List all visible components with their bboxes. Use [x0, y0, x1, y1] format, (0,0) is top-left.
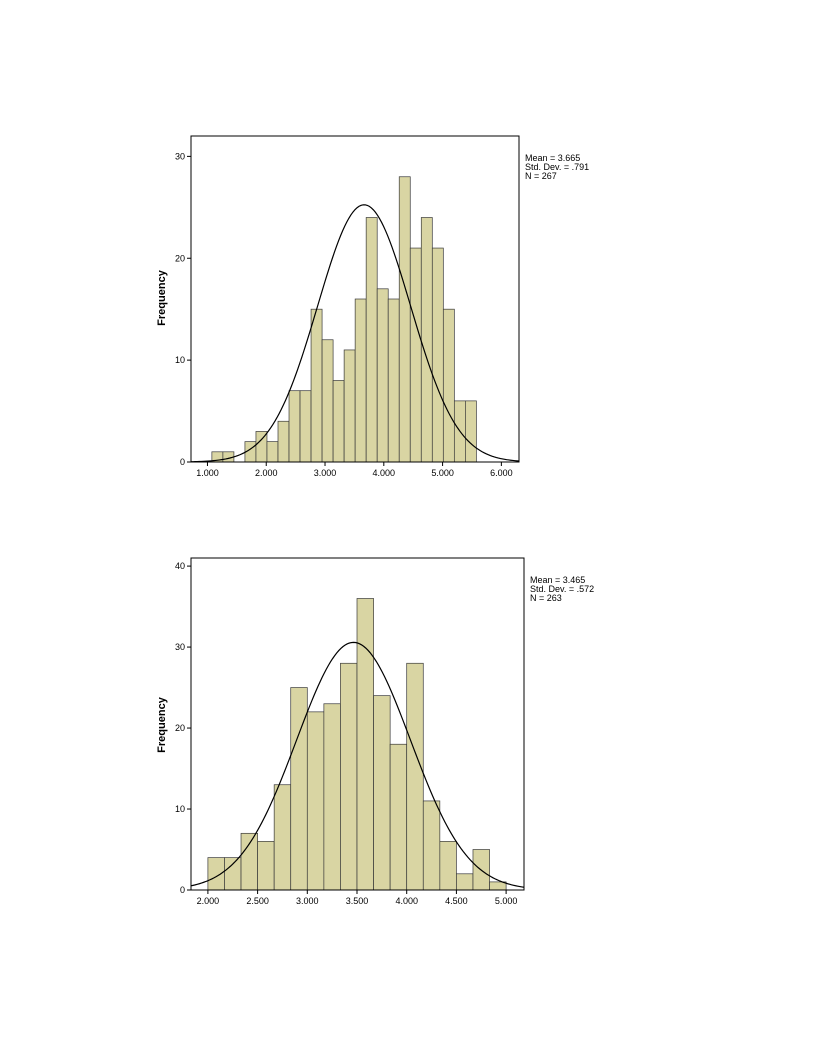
histogram-2-bar-14: [422, 800, 441, 891]
histogram-2-x-tick-label-3: 3.000: [296, 896, 319, 906]
histogram-2-y-tick-label-1: 0: [180, 885, 185, 895]
histogram-1-plot-frame: [190, 135, 520, 463]
histogram-1-bar-7: [277, 420, 290, 463]
histogram-1-bar-15: [365, 217, 378, 463]
histogram-1-y-tick-label-4: 30: [175, 151, 185, 161]
histogram-1-bar-9: [299, 390, 312, 463]
histogram-2-bar-18: [489, 881, 507, 891]
histogram-1-bar-20: [420, 217, 433, 463]
histogram-2-bar-11: [373, 695, 391, 891]
histogram-1-x-ticks: 1.000 2.000 3.000 4.000 5.000 6.000: [196, 462, 513, 478]
histogram-2-stats-box: Mean = 3.465 Std. Dev. = .572 N = 263: [530, 575, 594, 603]
histogram-2-x-tick-label-4: 3.500: [346, 896, 369, 906]
histogram-2-y-tick-label-4: 30: [175, 642, 185, 652]
histogram-1-bar-11: [321, 339, 334, 463]
histogram-1-curve-layer: [190, 204, 520, 463]
histogram-2-bar-8: [323, 703, 341, 891]
histogram-2-bar-2: [224, 857, 242, 891]
histogram-2-y-tick-label-5: 40: [175, 561, 185, 571]
histogram-1-bar-22: [442, 308, 455, 463]
histogram-1-bar-13: [343, 349, 356, 463]
histogram-1-mean-stat: Mean = 3.665: [525, 153, 580, 163]
histogram-1-axes: [190, 135, 520, 463]
histogram-1-bar-21: [431, 247, 444, 463]
histogram-1-x-tick-label-2: 2.000: [255, 468, 278, 478]
histogram-1-x-tick-label-1: 1.000: [196, 468, 219, 478]
histogram-2-bar-4: [257, 841, 275, 891]
histogram-2-curve-layer: [190, 641, 525, 888]
histogram-2-bar-10: [356, 598, 374, 891]
histogram-1-std-dev-stat: Std. Dev. = .791: [525, 162, 589, 172]
histogram-2-x-ticks: 2.000 2.500 3.000 3.500 4.000 4.500 5.000: [197, 890, 518, 906]
histogram-2-y-ticks: 0 10 20 30 40: [175, 561, 191, 895]
histogram-1-bar-19: [409, 247, 422, 463]
histogram-1-y-tick-label-2: 10: [175, 355, 185, 365]
histogram-1-y-tick-label-3: 20: [175, 253, 185, 263]
histogram-1-x-tick-label-5: 5.000: [431, 468, 454, 478]
histogram-2-bars: [207, 598, 507, 891]
histogram-1-bar-6: [266, 441, 279, 463]
histogram-1-bar-16: [376, 288, 389, 463]
histogram-2-bar-13: [406, 662, 424, 891]
histogram-1-y-tick-label-1: 0: [180, 457, 185, 467]
histogram-1-bar-24: [465, 400, 477, 463]
histogram-2-bar-3: [240, 832, 258, 891]
histogram-2-x-tick-label-6: 4.500: [445, 896, 468, 906]
histogram-1-y-ticks: 0 10 20 30: [175, 151, 191, 467]
histogram-2-x-tick-label-1: 2.000: [197, 896, 220, 906]
histogram-2-bar-9: [340, 662, 358, 891]
histogram-2-n-stat: N = 263: [530, 593, 562, 603]
histogram-2-bar-12: [389, 743, 408, 891]
histogram-1-bar-17: [387, 298, 400, 463]
histogram-2: 2.000 2.500 3.000 3.500 4.000 4.500 5.000 0 10 2…: [156, 557, 594, 906]
histogram-2-x-tick-label-5: 4.000: [395, 896, 418, 906]
histogram-1: 1.000 2.000 3.000 4.000 5.000 6.000 0 10 20 30 F…: [156, 135, 589, 478]
histogram-1-n-stat: N = 267: [525, 171, 557, 181]
histogram-1-x-tick-label-6: 6.000: [490, 468, 513, 478]
histogram-2-bar-15: [439, 841, 457, 891]
histogram-2-y-tick-label-2: 10: [175, 804, 185, 814]
histogram-1-bar-8: [288, 390, 301, 463]
histogram-2-normal-curve: [190, 641, 525, 888]
histogram-1-x-tick-label-3: 3.000: [314, 468, 337, 478]
histogram-2-y-axis-label: Frequency: [156, 696, 168, 753]
histogram-1-bar-14: [354, 298, 367, 463]
histogram-2-bar-1: [207, 857, 225, 891]
histogram-1-y-axis-label: Frequency: [156, 269, 168, 326]
histogram-1-x-tick-label-4: 4.000: [373, 468, 396, 478]
histogram-2-x-tick-label-7: 5.000: [495, 896, 518, 906]
histogram-2-x-tick-label-2: 2.500: [246, 896, 269, 906]
histogram-2-bar-5: [273, 784, 292, 891]
histogram-2-bar-7: [306, 711, 325, 891]
histogram-1-bar-10: [310, 308, 323, 463]
histogram-2-mean-stat: Mean = 3.465: [530, 575, 585, 585]
histogram-2-bar-16: [456, 873, 474, 891]
histogram-1-bar-12: [332, 380, 345, 463]
histogram-2-y-tick-label-3: 20: [175, 723, 185, 733]
histogram-1-bar-18: [398, 176, 411, 463]
histogram-1-bars: [211, 176, 477, 463]
histogram-2-std-dev-stat: Std. Dev. = .572: [530, 584, 594, 594]
histogram-1-stats-box: Mean = 3.665 Std. Dev. = .791 N = 267: [525, 153, 589, 181]
histogram-1-normal-curve: [190, 204, 520, 463]
